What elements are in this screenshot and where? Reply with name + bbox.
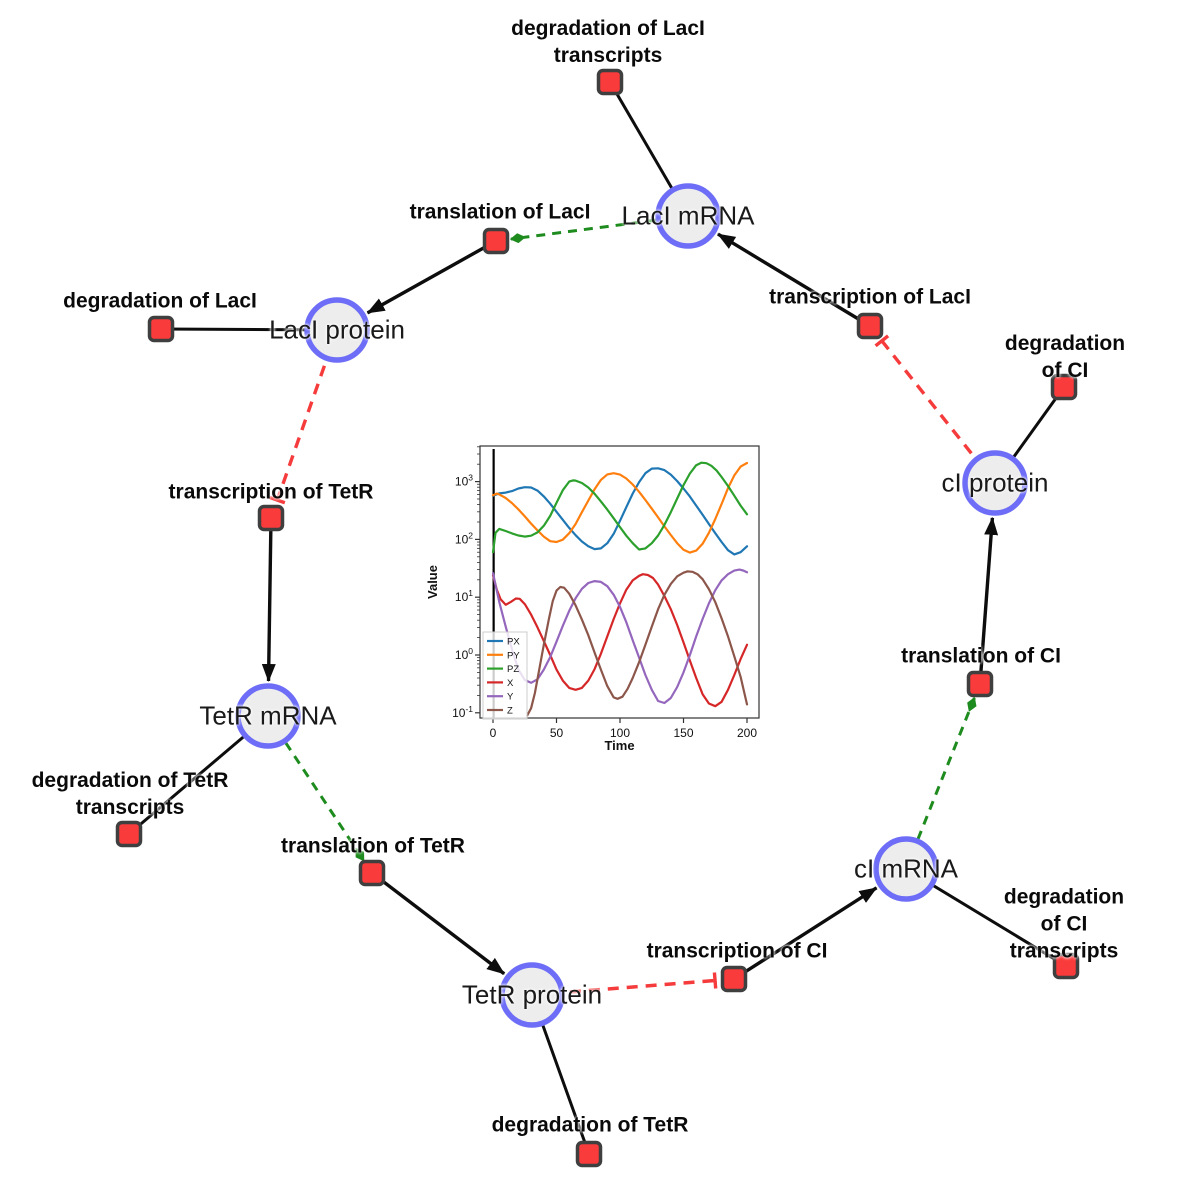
svg-text:10-1: 10-1 xyxy=(452,704,473,720)
svg-text:200: 200 xyxy=(737,726,757,740)
series-PZ xyxy=(491,461,749,554)
reaction-node-deg-tetr-transcripts[interactable] xyxy=(115,820,143,848)
series-Z xyxy=(526,570,749,717)
svg-text:103: 103 xyxy=(455,473,473,489)
edge-translation-tetr-tetr-protein[interactable] xyxy=(370,871,506,976)
species-node-tetr-protein[interactable] xyxy=(499,962,565,1028)
plot-series xyxy=(491,449,749,718)
series-PY xyxy=(491,461,749,554)
species-node-ci-protein[interactable] xyxy=(962,450,1028,516)
edge-tetr-mrna-translation-tetr[interactable] xyxy=(266,715,365,862)
legend: PX PY PZ XYZ xyxy=(482,631,528,720)
series-X xyxy=(491,573,749,708)
edge-laci-mrna-translation-laci[interactable] xyxy=(509,214,689,244)
x-axis-label: Time xyxy=(604,738,634,753)
species-node-tetr-mrna[interactable] xyxy=(235,683,301,749)
svg-text:Z: Z xyxy=(507,706,513,717)
svg-text:50: 50 xyxy=(550,726,564,740)
svg-text:0: 0 xyxy=(490,726,497,740)
reaction-node-translation-ci[interactable] xyxy=(966,670,994,698)
legend-box xyxy=(482,631,528,720)
edge-translation-laci-laci-protein[interactable] xyxy=(366,239,497,315)
edge-tetr-protein-transcription-ci[interactable] xyxy=(531,972,718,997)
reaction-node-transcription-ci[interactable] xyxy=(720,965,748,993)
nodes-layer xyxy=(115,68,1080,1168)
reaction-node-deg-tetr[interactable] xyxy=(575,1140,603,1168)
svg-text:PZ: PZ xyxy=(507,664,519,675)
svg-text:X: X xyxy=(507,678,514,689)
reaction-node-deg-laci[interactable] xyxy=(147,315,175,343)
reaction-node-transcription-laci[interactable] xyxy=(856,312,884,340)
reaction-node-deg-ci[interactable] xyxy=(1050,373,1078,401)
reaction-node-translation-tetr[interactable] xyxy=(358,859,386,887)
svg-text:Y: Y xyxy=(507,692,514,703)
reaction-node-translation-laci[interactable] xyxy=(482,227,510,255)
series-PX xyxy=(491,467,749,556)
edge-transcription-ci-ci-mrna[interactable] xyxy=(733,886,878,981)
reaction-node-transcription-tetr[interactable] xyxy=(257,504,285,532)
svg-text:150: 150 xyxy=(673,726,693,740)
svg-text:102: 102 xyxy=(455,530,473,546)
species-node-laci-mrna[interactable] xyxy=(655,183,721,249)
species-node-laci-protein[interactable] xyxy=(304,297,370,363)
species-node-ci-mrna[interactable] xyxy=(873,836,939,902)
svg-text:PY: PY xyxy=(507,650,520,661)
svg-text:PX: PX xyxy=(507,637,520,648)
reaction-node-deg-laci-transcripts[interactable] xyxy=(596,68,624,96)
edge-translation-ci-ci-protein[interactable] xyxy=(978,516,999,685)
svg-text:101: 101 xyxy=(455,588,473,604)
svg-text:100: 100 xyxy=(455,646,473,662)
reaction-node-deg-ci-transcripts[interactable] xyxy=(1052,952,1080,980)
edge-transcription-tetr-tetr-mrna[interactable] xyxy=(261,517,276,683)
svg-text:100: 100 xyxy=(610,726,630,740)
edge-transcription-laci-laci-mrna[interactable] xyxy=(717,232,871,328)
timeseries-plot-svg: 0 50 100 150 20010310210110010-1TimeValuePXP… xyxy=(425,445,760,753)
timeseries-plot: 0 50 100 150 200 103 102 101 100 10-1 Time Value PX P… xyxy=(425,437,770,762)
y-axis-label: Value xyxy=(425,565,440,599)
